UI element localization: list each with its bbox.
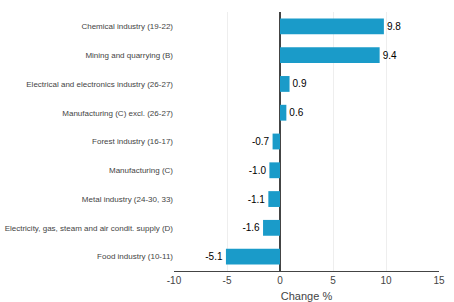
svg-text:5: 5	[330, 275, 336, 286]
svg-text:Electrical and electronics ind: Electrical and electronics industry (26-…	[26, 80, 173, 89]
svg-text:-1.6: -1.6	[242, 222, 260, 233]
svg-text:0.9: 0.9	[293, 78, 307, 89]
svg-text:9.4: 9.4	[383, 50, 397, 61]
svg-text:-1.0: -1.0	[249, 165, 267, 176]
svg-text:9.8: 9.8	[387, 21, 401, 32]
svg-text:15: 15	[433, 275, 445, 286]
svg-text:-5: -5	[223, 275, 232, 286]
svg-text:Chemical industry (19-22): Chemical industry (19-22)	[81, 22, 173, 31]
svg-text:Food industry (10-11): Food industry (10-11)	[97, 252, 173, 261]
svg-text:10: 10	[380, 275, 392, 286]
svg-text:Metal industry (24-30, 33): Metal industry (24-30, 33)	[82, 195, 173, 204]
svg-text:Electricity, gas, steam and ai: Electricity, gas, steam and air condit. …	[5, 224, 174, 233]
svg-text:0: 0	[277, 275, 283, 286]
svg-text:-5.1: -5.1	[205, 251, 223, 262]
svg-text:Manufacturing (C) excl. (26-27: Manufacturing (C) excl. (26-27)	[62, 109, 173, 118]
svg-text:Mining and quarrying (B): Mining and quarrying (B)	[85, 51, 173, 60]
svg-text:0.6: 0.6	[289, 107, 303, 118]
svg-text:Forest industry (16-17): Forest industry (16-17)	[92, 137, 173, 146]
svg-text:-10: -10	[167, 275, 182, 286]
svg-text:Manufacturing (C): Manufacturing (C)	[109, 166, 173, 175]
svg-text:-0.7: -0.7	[252, 136, 270, 147]
svg-text:-1.1: -1.1	[248, 194, 266, 205]
svg-text:Change %: Change %	[281, 290, 333, 302]
